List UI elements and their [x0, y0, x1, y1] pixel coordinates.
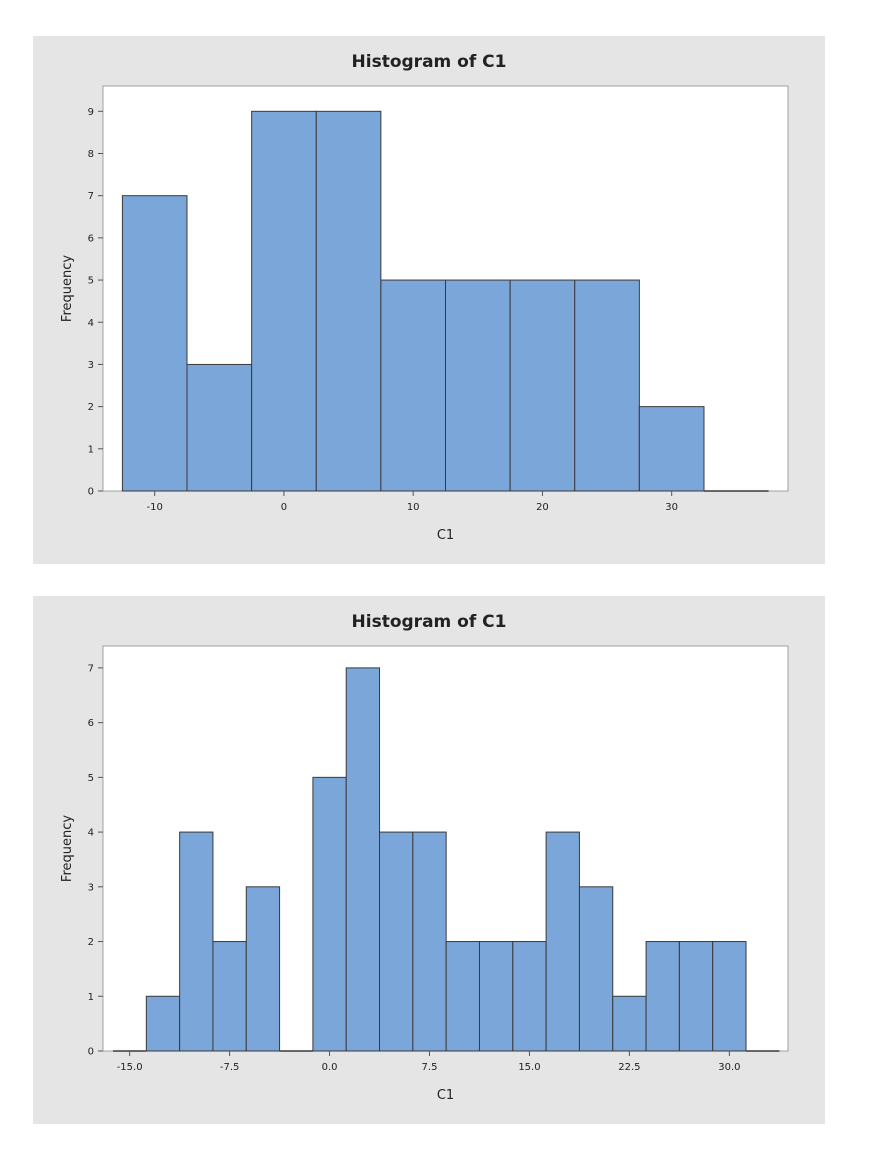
x-axis-label: C1 [437, 528, 454, 543]
histogram-bar [478, 941, 514, 1052]
chart-title: Histogram of C1 [352, 52, 507, 72]
histogram-panel-2: Histogram of C1 0 1 2 3 4 5 6 7 -15.0 -7.5 0.0 7.5 15… [33, 596, 825, 1124]
chart-title: Histogram of C1 [352, 612, 507, 632]
y-tick-label: 2 [88, 402, 94, 413]
x-tick-label: 10 [407, 502, 420, 513]
histogram-chart-2: Histogram of C1 0 1 2 3 4 5 6 7 -15.0 -7.5 0.0 7.5 15… [33, 596, 825, 1124]
y-tick-label: 7 [88, 191, 94, 202]
histogram-bar [186, 363, 253, 492]
x-tick-label: 30 [665, 502, 678, 513]
histogram-bar [612, 995, 647, 1052]
x-tick-label: 30.0 [718, 1062, 740, 1073]
x-tick-label: 7.5 [422, 1062, 438, 1073]
y-tick-label: 5 [88, 773, 94, 784]
histogram-bar [545, 831, 580, 1052]
x-tick-label: -10 [147, 502, 163, 513]
histogram-bar [645, 941, 680, 1052]
histogram-bar [509, 279, 576, 492]
x-tick-label: 0.0 [322, 1062, 338, 1073]
histogram-bar [121, 195, 188, 492]
histogram-panel-1: Histogram of C1 0 1 2 3 4 5 6 7 8 9 -10 0 10 20 30 C1 Fre… [33, 36, 825, 564]
histogram-bar [712, 941, 747, 1052]
y-tick-label: 1 [88, 992, 94, 1003]
histogram-bar [380, 279, 446, 492]
histogram-bar [412, 831, 447, 1052]
y-tick-label: 6 [88, 233, 94, 244]
y-axis-label: Frequency [60, 815, 75, 882]
y-axis-label: Frequency [60, 255, 75, 322]
y-tick-label: 6 [88, 718, 94, 729]
histogram-bar [145, 995, 181, 1052]
x-tick-label: -7.5 [220, 1062, 240, 1073]
histogram-bar [251, 110, 317, 492]
y-tick-label: 2 [88, 937, 94, 948]
y-tick-label: 0 [88, 487, 94, 498]
histogram-bar [574, 279, 640, 492]
y-tick-label: 7 [88, 663, 94, 674]
histogram-bar [678, 941, 714, 1052]
x-tick-label: 0 [281, 502, 287, 513]
y-tick-label: 3 [88, 882, 94, 893]
histogram-chart-1: Histogram of C1 0 1 2 3 4 5 6 7 8 9 -10 0 10 20 30 C1 Fre… [33, 36, 825, 564]
histogram-bar [212, 941, 247, 1052]
histogram-bar [578, 886, 614, 1052]
histogram-bar [379, 831, 414, 1052]
histogram-bar [345, 667, 381, 1052]
x-tick-label: 20 [536, 502, 549, 513]
histogram-bar [312, 776, 347, 1052]
y-tick-label: 1 [88, 444, 94, 455]
histogram-bar [245, 886, 281, 1052]
histogram-bar [638, 406, 705, 492]
x-tick-label: 15.0 [518, 1062, 540, 1073]
x-tick-label: 22.5 [618, 1062, 640, 1073]
y-tick-label: 3 [88, 360, 94, 371]
histogram-bar [315, 110, 382, 492]
y-tick-label: 4 [88, 828, 94, 839]
histogram-bar [512, 941, 547, 1052]
x-tick-label: -15.0 [117, 1062, 143, 1073]
y-tick-label: 4 [88, 318, 94, 329]
histogram-bar [179, 831, 214, 1052]
histogram-bar [445, 941, 480, 1052]
y-tick-label: 5 [88, 276, 94, 287]
histogram-bar [445, 279, 511, 492]
y-tick-label: 0 [88, 1047, 94, 1058]
y-tick-label: 9 [88, 107, 94, 118]
x-axis-label: C1 [437, 1088, 454, 1103]
y-tick-label: 8 [88, 149, 94, 160]
